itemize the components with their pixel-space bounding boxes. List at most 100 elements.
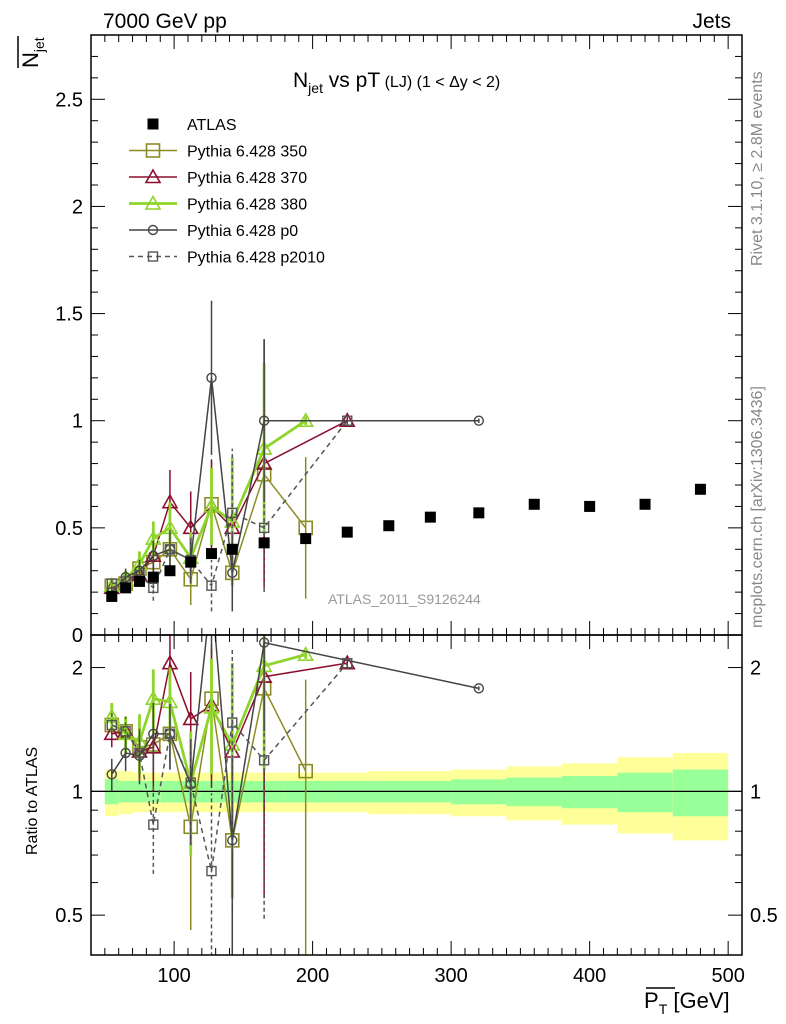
ratio-point [258, 755, 270, 766]
ratio-series-group [103, 635, 485, 955]
main-series-group [103, 300, 706, 612]
main-y-tick-label: 1 [72, 411, 83, 433]
ratio-point [148, 728, 159, 740]
band-inner-bin [561, 775, 618, 809]
ratio-point [120, 747, 131, 759]
legend-marker [147, 118, 159, 130]
xaxis-label-rest: [GeV] [667, 988, 729, 1013]
legend-entry-pythia-6-428-p2010: Pythia 6.428 p2010 [129, 250, 325, 267]
xaxis-label-sub: T [659, 1001, 668, 1017]
main-point [147, 571, 159, 583]
main-point [473, 415, 485, 426]
ratio-point [120, 726, 131, 737]
ratio-point [298, 763, 313, 779]
main-point [120, 582, 132, 594]
analysis-watermark: ATLAS_2011_S9126244 [328, 591, 481, 607]
main-point [584, 500, 596, 512]
main-ylabel: Njet [17, 36, 47, 68]
ratio-point [338, 654, 356, 670]
main-point [206, 548, 218, 560]
main-series-pythia-6-428-p2010 [106, 415, 353, 612]
main-title-small: (LJ) (1 < Δy < 2) [380, 74, 500, 91]
main-title-sub: jet [307, 80, 323, 96]
ratio-y-tick-label-right: 2 [750, 658, 761, 680]
legend-marker [144, 194, 162, 210]
ratio-point [297, 646, 315, 661]
legend-entry-pythia-6-428-380: Pythia 6.428 380 [129, 194, 307, 214]
ratio-y-tick-label-left: 0.5 [55, 905, 83, 927]
main-point [258, 522, 270, 534]
main-point [473, 507, 485, 519]
main-point [106, 578, 117, 589]
xaxis-label: PT [GeV] [644, 987, 730, 1017]
x-tick-label: 400 [573, 965, 606, 987]
ratio-ylabel: Ratio to ATLAS [24, 747, 41, 855]
main-line-pythia-6-428-p2010 [111, 420, 348, 590]
ratio-point [227, 717, 238, 728]
main-point [148, 550, 159, 561]
main-line-pythia-6-428-380 [111, 419, 307, 587]
ratio-point [148, 819, 159, 830]
main-line-pythia-6-428-p0 [111, 377, 479, 593]
ratio-y-tick-label-left: 1 [72, 781, 83, 803]
legend-marker [144, 168, 162, 184]
main-point [133, 575, 145, 587]
header-right-label: Jets [692, 10, 731, 33]
main-point [300, 533, 312, 545]
main-point [383, 520, 395, 532]
main-ylabel-n: N [18, 52, 43, 68]
legend-marker [147, 224, 159, 236]
x-tick-label: 500 [711, 965, 744, 987]
main-point [342, 415, 353, 426]
main-point [226, 543, 238, 555]
ratio-series-pythia-6-428-p2010 [106, 648, 353, 955]
legend-label: ATLAS [187, 117, 237, 134]
ratio-point [203, 698, 220, 714]
ratio-point [258, 637, 270, 648]
ratio-bands [104, 752, 729, 841]
main-ylabel-sub: jet [31, 37, 47, 53]
main-point [424, 511, 436, 523]
main-point [639, 498, 651, 510]
main-title-n: N [293, 69, 308, 92]
main-point [206, 372, 217, 384]
legend-marker [145, 143, 161, 158]
main-y-tick-label: 2 [72, 196, 83, 218]
ratio-point [106, 719, 117, 731]
ratio-line-pythia-6-428-p2010 [111, 662, 348, 872]
main-point [185, 556, 197, 568]
xaxis-label-p: P [644, 988, 659, 1013]
svg-text:PT [GeV]: PT [GeV] [644, 988, 730, 1017]
main-point [164, 565, 176, 577]
legend-label: Pythia 6.428 p0 [187, 223, 298, 240]
main-point [341, 526, 353, 538]
legend-label: Pythia 6.428 370 [187, 170, 307, 187]
ratio-series-pythia-6-428-p0 [106, 635, 485, 955]
ratio-y-tick-label-left: 2 [72, 658, 83, 680]
ratio-y-tick-label-right: 1 [750, 781, 761, 803]
main-point [528, 498, 540, 510]
x-tick-label: 100 [157, 965, 190, 987]
band-inner-bin [672, 769, 729, 817]
main-point [227, 507, 238, 519]
main-point [258, 537, 270, 549]
main-title: Njet vs pT (LJ) (1 < Δy < 2) [293, 69, 500, 96]
main-point [203, 497, 220, 513]
ratio-point [185, 777, 196, 788]
main-series-atlas [106, 483, 706, 602]
ratio-point [134, 747, 145, 759]
ratio-point [342, 657, 353, 669]
rivet-label: Rivet 3.1.10, ≥ 2.8M events [749, 71, 766, 266]
x-tick-label: 300 [434, 965, 467, 987]
legend-entry-pythia-6-428-350: Pythia 6.428 350 [129, 143, 307, 161]
ratio-point [164, 728, 176, 740]
ratio-point [206, 865, 217, 877]
mcplots-label: mcplots.cern.ch [arXiv:1306.3436] [749, 386, 766, 628]
legend-marker [147, 251, 159, 262]
main-point [258, 415, 270, 426]
main-y-tick-label: 0 [72, 625, 83, 647]
main-title-rest: vs pT [323, 69, 380, 92]
main-y-tick-label: 2.5 [55, 89, 83, 111]
main-point [694, 483, 706, 495]
